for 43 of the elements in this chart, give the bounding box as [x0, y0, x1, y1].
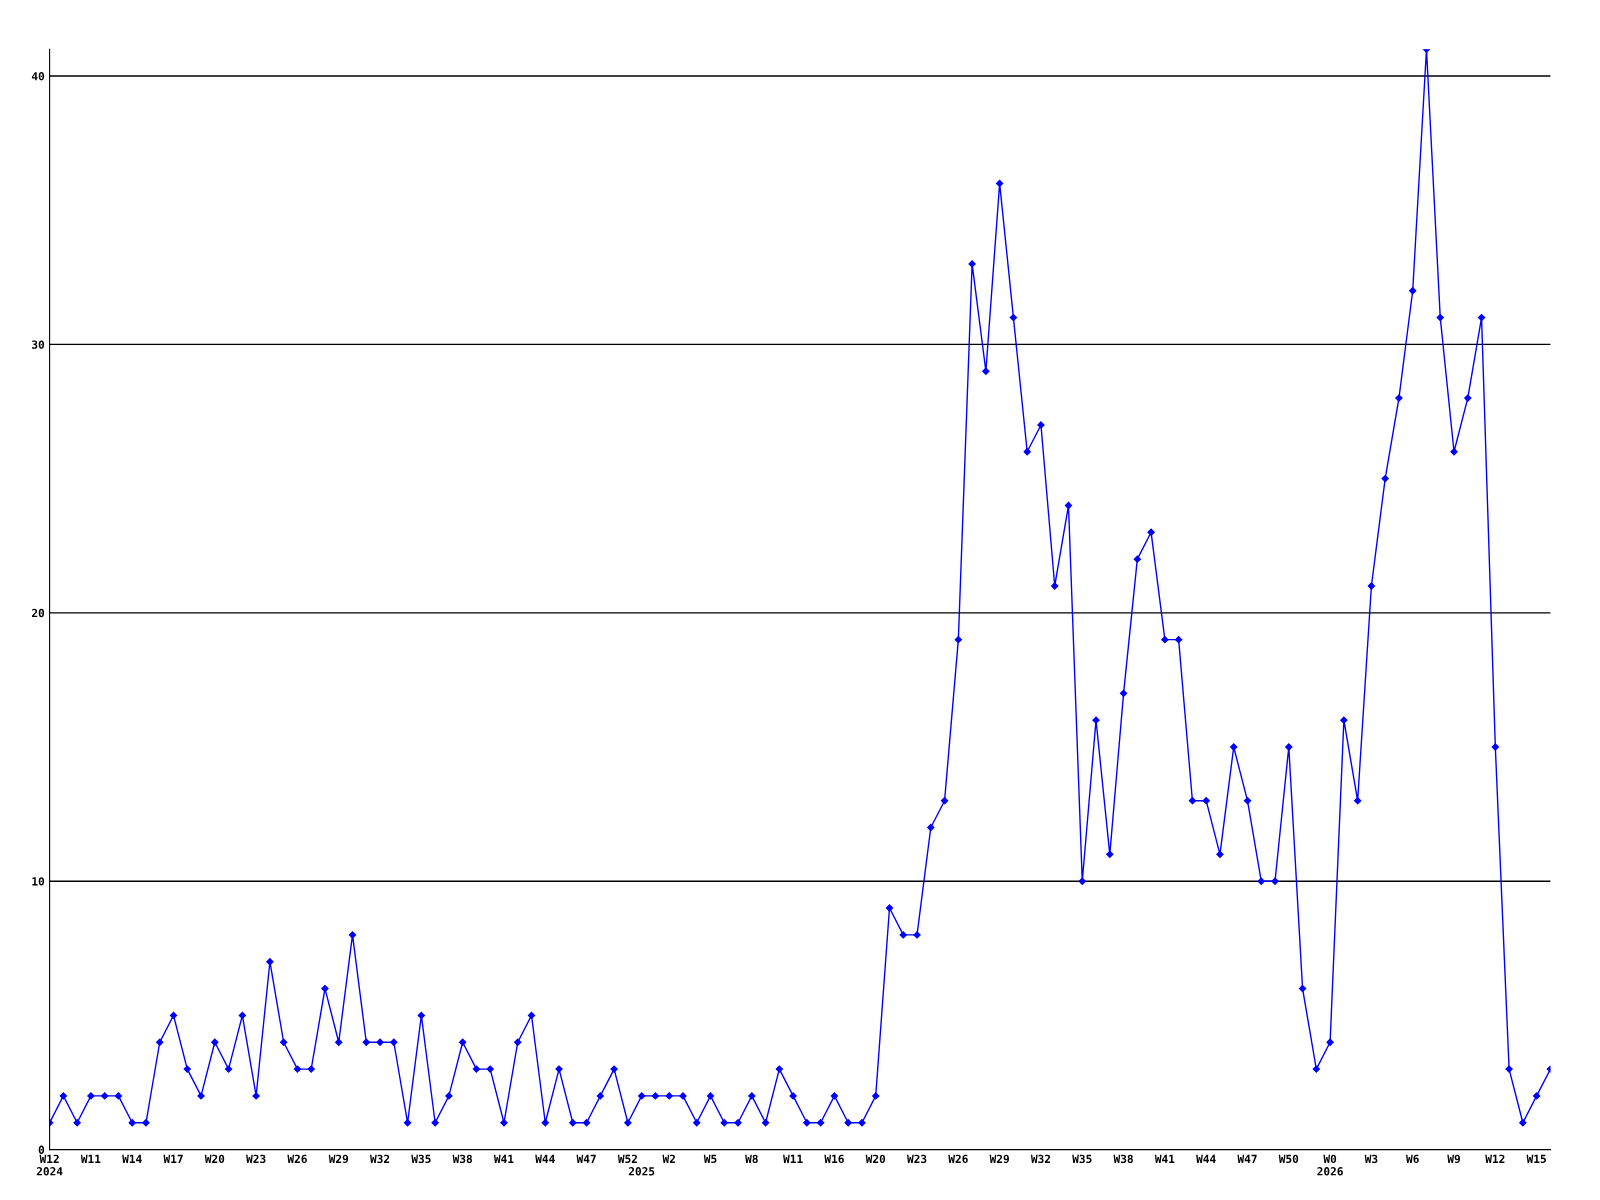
x-tick-label: W11	[80, 1154, 101, 1163]
x-tick-label: W32	[370, 1154, 390, 1164]
x-tick-label: W23	[907, 1154, 927, 1164]
x-tick-label: W12	[1485, 1154, 1505, 1163]
y-tick-label: 20	[31, 608, 45, 618]
x-tick-label: W35	[1072, 1154, 1092, 1164]
x-tick-label: W44	[535, 1154, 555, 1163]
x-tick-label: W44	[1196, 1154, 1216, 1163]
x-tick-label: W26	[948, 1154, 968, 1164]
x-tick-label: W5	[703, 1154, 717, 1164]
y-tick-label: 10	[32, 877, 45, 886]
x-tick-label: W12 2024	[36, 1154, 63, 1176]
x-tick-label: W0 2026	[1317, 1154, 1343, 1176]
x-tick-label: W47	[576, 1154, 596, 1163]
x-tick-label: W16	[824, 1154, 844, 1164]
x-tick-label: W41	[1154, 1154, 1175, 1163]
x-tick-label: W11	[783, 1154, 803, 1163]
x-tick-label: 2025	[628, 1167, 655, 1176]
x-tick-label: W50	[1278, 1154, 1299, 1164]
x-tick-label: W9	[1447, 1154, 1460, 1164]
x-tick-label: W35	[411, 1154, 431, 1164]
x-tick-label: W14	[122, 1154, 142, 1163]
x-tick-label: W20	[865, 1154, 886, 1164]
y-tick-label: 30	[32, 340, 45, 349]
x-tick-label: W23	[246, 1154, 266, 1164]
x-tick-label: W38	[1113, 1154, 1133, 1164]
x-tick-label: W38	[452, 1154, 472, 1164]
y-tick-label: 40	[31, 72, 45, 81]
x-tick-label: W26	[287, 1154, 307, 1164]
x-tick-label: W52	[617, 1154, 637, 1164]
x-tick-label: W41	[493, 1154, 514, 1163]
x-tick-label: W6	[1406, 1154, 1419, 1164]
x-tick-label: W15	[1526, 1154, 1546, 1164]
y-tick-label: 0	[38, 1145, 45, 1154]
x-tick-label: W29	[989, 1154, 1009, 1164]
x-tick-label: W17	[163, 1154, 183, 1163]
x-tick-label: W3	[1364, 1154, 1378, 1164]
x-tick-label: W47	[1237, 1154, 1257, 1163]
x-tick-label: W20	[204, 1154, 225, 1164]
x-tick-label: W8	[745, 1154, 758, 1164]
x-tick-label: W32	[1030, 1154, 1051, 1164]
x-tick-label: W2	[662, 1154, 675, 1163]
x-tick-label: W29	[328, 1154, 349, 1164]
